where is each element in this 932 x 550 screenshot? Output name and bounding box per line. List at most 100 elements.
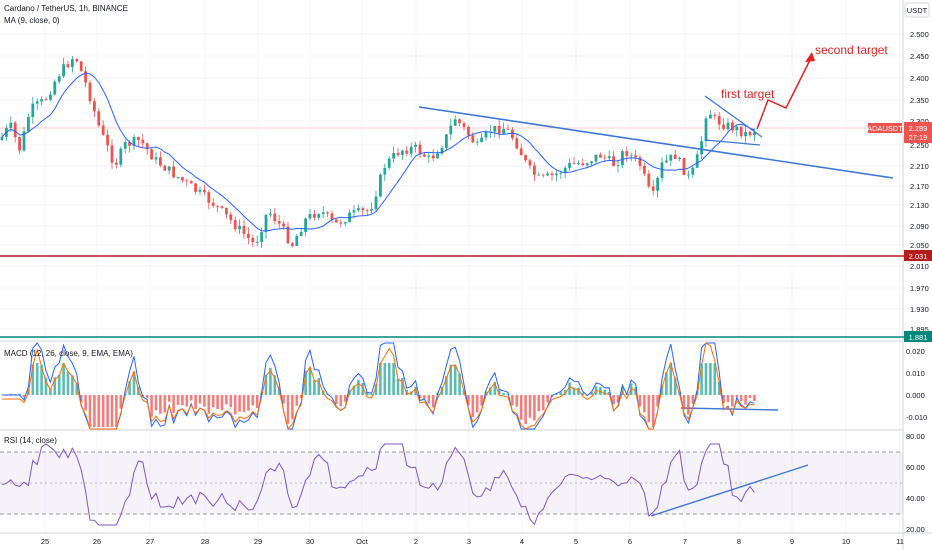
candle-body — [141, 139, 145, 144]
time-axis[interactable]: 25 26 27 28 29 30 Oct 2 3 4 5 6 7 8 9 10 11 — [41, 537, 904, 546]
candle-body — [163, 165, 167, 171]
price-axis-label: 2.450 — [910, 52, 929, 61]
symbol-title: Cardano / TetherUS, 1h, BINANCE — [4, 4, 128, 13]
candle-body — [123, 142, 127, 149]
candle-body — [550, 173, 554, 176]
candle-body — [480, 137, 483, 142]
candle-body — [506, 128, 510, 130]
macd-bar — [515, 395, 519, 407]
macd-bar — [194, 395, 197, 410]
candle-body — [577, 163, 580, 165]
candle-body — [748, 131, 752, 136]
candle-body — [361, 208, 365, 211]
macd-bar — [665, 372, 668, 395]
macd-line[interactable] — [2, 342, 755, 430]
macd-bar — [555, 393, 558, 395]
macd-bar — [700, 363, 703, 395]
macd-bar — [687, 395, 690, 415]
macd-bar — [709, 363, 712, 395]
macd-bar — [203, 395, 206, 407]
macd-bar — [9, 393, 13, 395]
descending-trendline[interactable] — [418, 106, 894, 179]
flag-lower-line[interactable] — [704, 139, 761, 146]
price-axis-label: 2.050 — [910, 241, 929, 250]
macd-axis-label: 0.000 — [906, 391, 925, 400]
macd-bar — [546, 395, 549, 403]
candle-body — [638, 157, 642, 166]
candle-body — [414, 144, 417, 147]
macd-bar — [211, 395, 215, 408]
macd-bar — [71, 375, 74, 395]
macd-bar — [101, 395, 105, 427]
macd-bar — [748, 395, 752, 399]
time-axis-label: 9 — [790, 537, 794, 546]
macd-bar — [590, 391, 593, 395]
macd-bar — [445, 375, 448, 395]
candle-body — [621, 151, 624, 166]
macd-bar — [387, 363, 391, 395]
macd-bar — [647, 395, 651, 423]
candle-body — [260, 232, 263, 242]
macd-bar — [251, 395, 255, 406]
projection-arrow[interactable] — [756, 55, 813, 130]
macd-bar — [75, 382, 79, 395]
macd-bar — [379, 363, 382, 395]
candle-body — [722, 124, 725, 129]
time-axis-label: 10 — [842, 537, 850, 546]
macd-bar — [365, 392, 369, 395]
rsi-axis[interactable]: 80.00 60.00 40.00 20.00 — [906, 432, 925, 534]
support-low-text: 1.881 — [909, 333, 928, 342]
rsi-line[interactable] — [1, 443, 755, 526]
candle-body — [115, 162, 118, 165]
candle-body — [629, 155, 633, 157]
candle-body — [753, 132, 756, 136]
candle-body — [35, 101, 39, 104]
candle-body — [502, 128, 505, 134]
candle-body — [9, 122, 13, 128]
price-axis-label: 2.130 — [910, 201, 929, 210]
candle-body — [691, 167, 695, 175]
macd-bar — [154, 395, 158, 411]
macd-bar — [352, 385, 356, 395]
candle-body — [607, 156, 611, 159]
candle-body — [229, 214, 233, 221]
candle-body — [660, 162, 664, 178]
macd-bar — [145, 395, 149, 399]
macd-bar — [480, 395, 483, 406]
macd-bar — [731, 395, 734, 407]
candle-body — [744, 131, 747, 137]
ma-line[interactable] — [1, 72, 755, 232]
macd-bar — [106, 395, 109, 427]
candle-body — [295, 236, 299, 246]
rsi-trendline[interactable] — [650, 464, 809, 517]
time-axis-label: 6 — [628, 537, 632, 546]
rsi-axis-label: 20.00 — [906, 525, 925, 534]
macd-bar — [704, 363, 708, 395]
candle-body — [511, 129, 514, 139]
price-axis[interactable]: 2.500 2.450 2.400 2.350 2.300 2.250 2.210 2.170… — [910, 30, 929, 334]
candle-body — [66, 64, 70, 68]
macd-bar — [651, 395, 655, 427]
macd-bar — [238, 395, 241, 412]
macd-bar — [40, 364, 43, 395]
candle-body — [673, 154, 677, 160]
flag-upper-line[interactable] — [704, 95, 763, 138]
candle-body — [625, 151, 629, 156]
candle-body — [273, 213, 277, 222]
macd-bar — [13, 393, 17, 395]
currency-button[interactable]: USDT — [904, 2, 930, 18]
candlestick-series[interactable] — [0, 56, 756, 248]
macd-signal-line[interactable] — [2, 342, 755, 430]
price-axis-label: 2.500 — [910, 30, 929, 39]
candle-body — [546, 173, 549, 176]
macd-bar — [269, 367, 272, 395]
macd-bar — [722, 395, 725, 404]
candle-body — [436, 153, 439, 159]
time-axis-label: 7 — [683, 537, 687, 546]
macd-bar — [453, 364, 457, 395]
candle-body — [594, 154, 598, 162]
time-axis-label: 3 — [467, 537, 471, 546]
candle-body — [167, 166, 171, 171]
macd-axis[interactable]: 0.020 0.010 0.000 -0.010 — [906, 347, 927, 422]
